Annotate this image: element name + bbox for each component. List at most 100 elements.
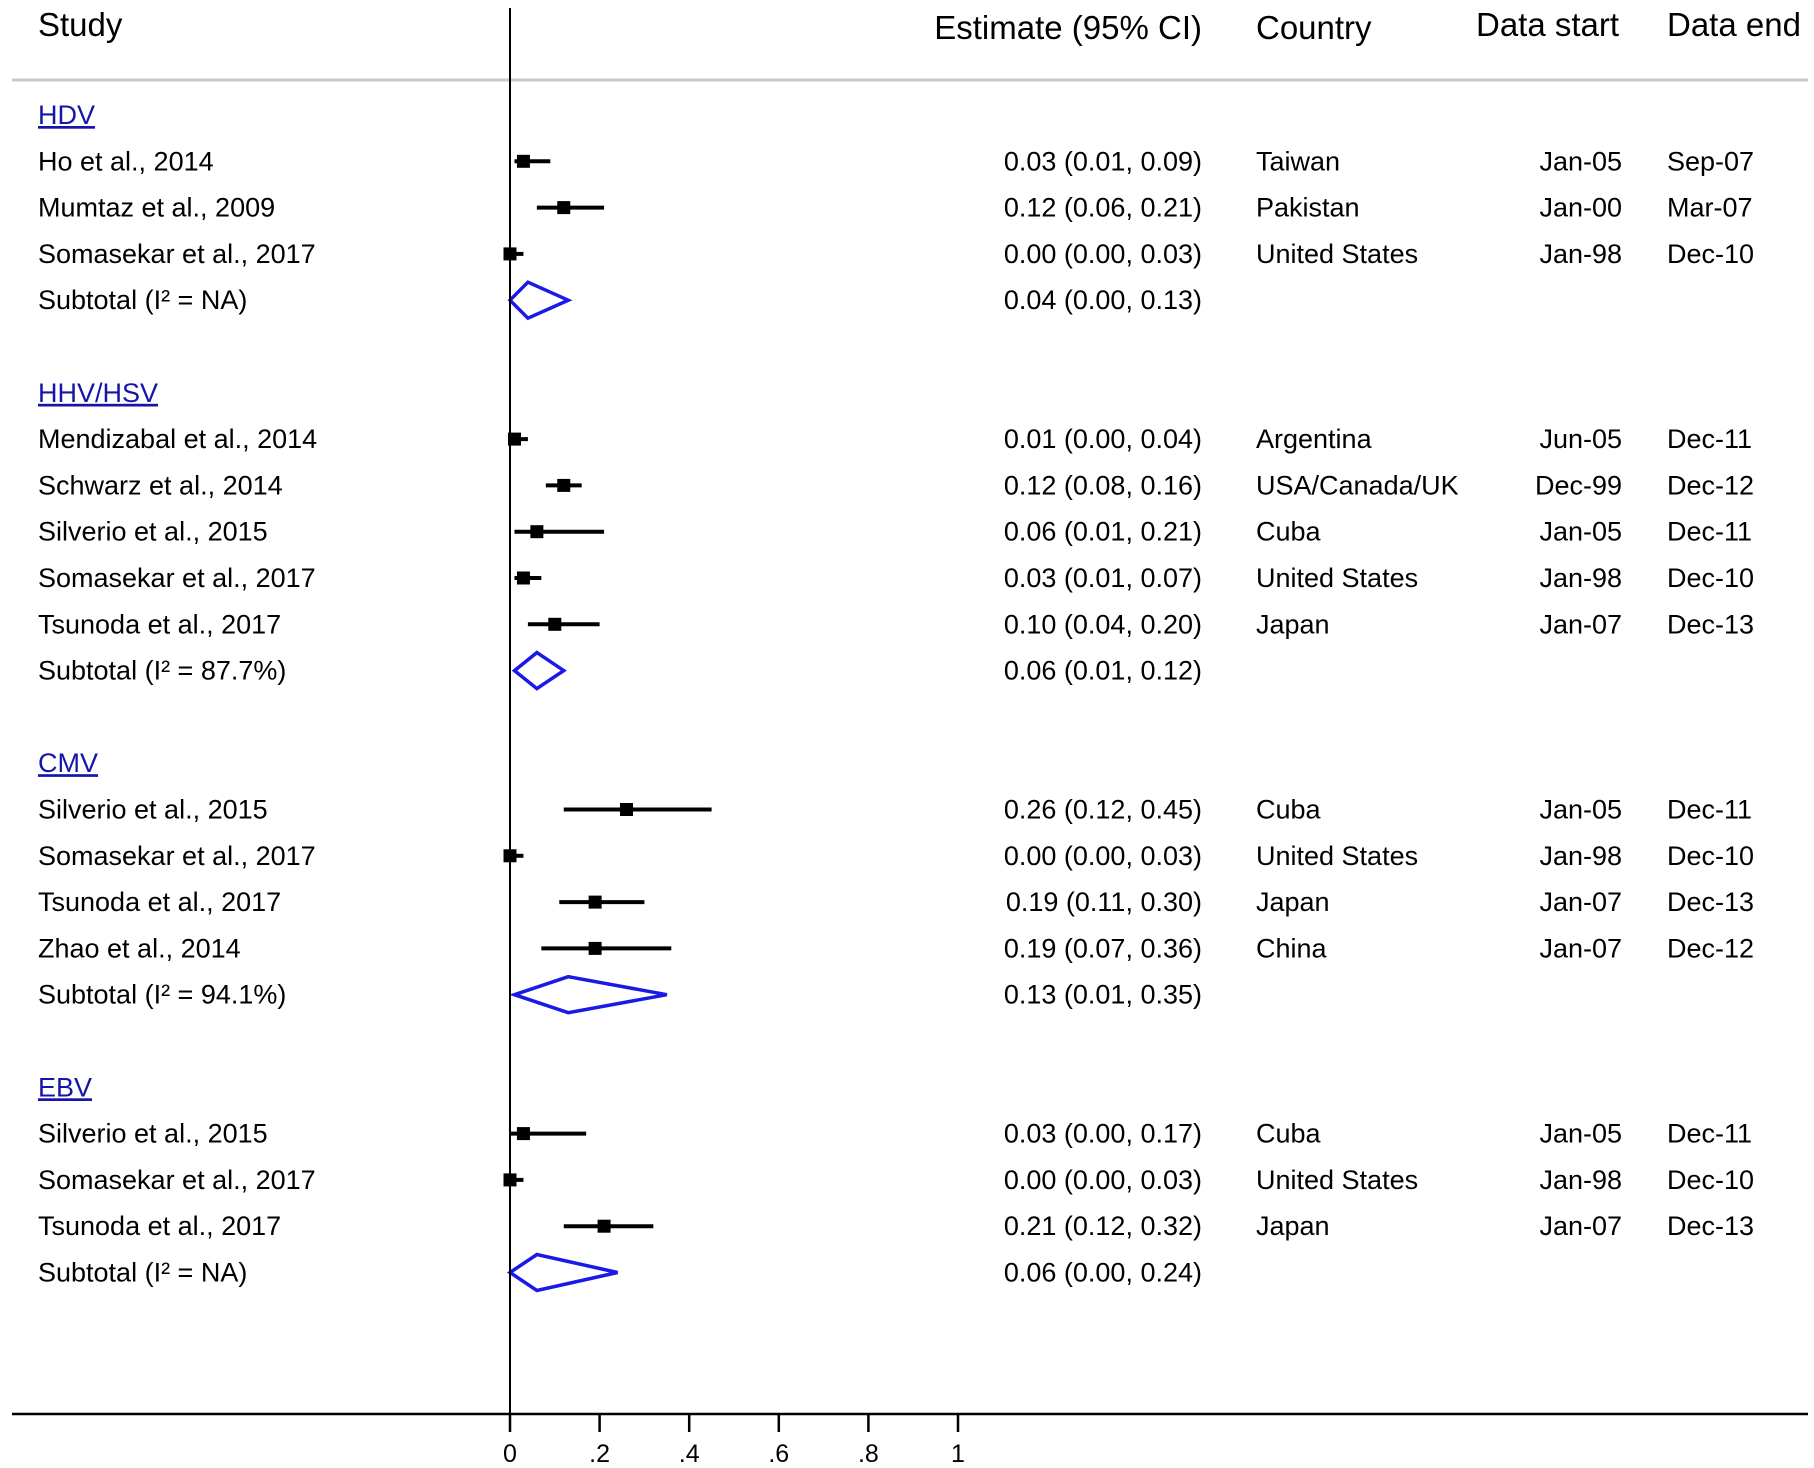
estimate-ci-text: 0.19 (0.11, 0.30) — [1006, 887, 1202, 917]
country-text: Japan — [1256, 609, 1330, 639]
subtotal-diamond — [506, 1252, 618, 1293]
header-data-end: Data end — [1667, 6, 1801, 43]
subtotal-label: Subtotal (I² = NA) — [38, 285, 247, 315]
data-end-text: Dec-11 — [1667, 424, 1752, 454]
study-label: Tsunoda et al., 2017 — [38, 887, 281, 917]
country-text: United States — [1256, 239, 1418, 269]
study-label: Tsunoda et al., 2017 — [38, 1211, 281, 1241]
study-label: Somasekar et al., 2017 — [38, 563, 316, 593]
group-title: EBV — [38, 1072, 92, 1102]
country-text: United States — [1256, 1165, 1418, 1195]
subtotal-estimate-text: 0.06 (0.00, 0.24) — [1004, 1258, 1202, 1288]
country-text: United States — [1256, 841, 1418, 871]
x-tick-label: .8 — [858, 1440, 879, 1468]
subtotal-diamond — [508, 974, 668, 1015]
estimate-ci-text: 0.21 (0.12, 0.32) — [1004, 1211, 1202, 1241]
point-estimate-marker — [516, 1127, 530, 1141]
data-start-text: Jun-05 — [1539, 424, 1622, 454]
estimate-ci-text: 0.00 (0.00, 0.03) — [1004, 1165, 1202, 1195]
estimate-ci-text: 0.10 (0.04, 0.20) — [1004, 609, 1202, 639]
study-label: Silverio et al., 2015 — [38, 517, 268, 547]
country-text: Japan — [1256, 1211, 1330, 1241]
data-end-text: Dec-10 — [1667, 1165, 1754, 1195]
data-end-text: Dec-10 — [1667, 841, 1754, 871]
point-estimate-marker — [557, 201, 571, 215]
country-text: Japan — [1256, 887, 1330, 917]
study-label: Somasekar et al., 2017 — [38, 1165, 316, 1195]
country-text: Argentina — [1256, 424, 1373, 454]
country-text: USA/Canada/UK — [1256, 470, 1459, 500]
point-estimate-marker — [597, 1219, 611, 1233]
country-text: China — [1256, 933, 1328, 963]
point-estimate-marker — [507, 432, 521, 446]
group-title: HDV — [38, 100, 95, 130]
data-end-text: Sep-07 — [1667, 146, 1754, 176]
header-estimate: Estimate (95% CI) — [934, 9, 1202, 46]
data-end-text: Dec-12 — [1667, 470, 1754, 500]
data-end-text: Dec-11 — [1667, 795, 1752, 825]
study-label: Zhao et al., 2014 — [38, 933, 241, 963]
study-label: Mumtaz et al., 2009 — [38, 193, 275, 223]
x-tick-label: .4 — [679, 1440, 700, 1468]
group-title: CMV — [38, 748, 98, 778]
data-end-text: Dec-12 — [1667, 933, 1754, 963]
data-end-text: Dec-13 — [1667, 609, 1754, 639]
estimate-ci-text: 0.03 (0.01, 0.07) — [1004, 563, 1202, 593]
data-end-text: Dec-11 — [1667, 1119, 1752, 1149]
subtotal-label: Subtotal (I² = NA) — [38, 1258, 247, 1288]
estimate-ci-text: 0.00 (0.00, 0.03) — [1004, 841, 1202, 871]
subtotal-diamond — [511, 650, 567, 691]
group-title: HHV/HSV — [38, 378, 158, 408]
country-text: Pakistan — [1256, 193, 1360, 223]
x-axis: 0 .2 .4 .6 .8 1 — [503, 1414, 965, 1468]
study-label: Mendizabal et al., 2014 — [38, 424, 317, 454]
point-estimate-marker — [516, 571, 530, 585]
subtotal-label: Subtotal (I² = 94.1%) — [38, 980, 286, 1010]
data-start-text: Jan-07 — [1539, 887, 1622, 917]
data-start-text: Jan-98 — [1539, 1165, 1622, 1195]
data-start-text: Dec-99 — [1535, 470, 1622, 500]
x-tick-label: 1 — [951, 1440, 965, 1468]
data-end-text: Dec-11 — [1667, 517, 1752, 547]
data-start-text: Jan-98 — [1539, 563, 1622, 593]
point-estimate-marker — [548, 617, 562, 631]
header-country: Country — [1256, 9, 1372, 46]
point-estimate-marker — [516, 154, 530, 168]
country-text: Cuba — [1256, 1119, 1322, 1149]
country-text: Cuba — [1256, 517, 1322, 547]
subtotal-estimate-text: 0.04 (0.00, 0.13) — [1004, 285, 1202, 315]
country-text: Taiwan — [1256, 146, 1340, 176]
data-end-text: Dec-13 — [1667, 887, 1754, 917]
estimate-ci-text: 0.03 (0.01, 0.09) — [1004, 146, 1202, 176]
country-text: United States — [1256, 563, 1418, 593]
rows-layer: HDV Ho et al., 2014 0.03 (0.01, 0.09) Taiwa… — [38, 100, 1754, 1293]
estimate-ci-text: 0.19 (0.07, 0.36) — [1004, 933, 1202, 963]
data-start-text: Jan-98 — [1539, 239, 1622, 269]
point-estimate-marker — [557, 478, 571, 492]
subtotal-label: Subtotal (I² = 87.7%) — [38, 656, 286, 686]
data-end-text: Dec-10 — [1667, 239, 1754, 269]
x-tick-label: .6 — [768, 1440, 789, 1468]
point-estimate-marker — [530, 525, 544, 539]
estimate-ci-text: 0.06 (0.01, 0.21) — [1004, 517, 1202, 547]
data-start-text: Jan-05 — [1539, 1119, 1622, 1149]
study-label: Somasekar et al., 2017 — [38, 239, 316, 269]
estimate-ci-text: 0.12 (0.06, 0.21) — [1004, 193, 1202, 223]
data-start-text: Jan-98 — [1539, 841, 1622, 871]
data-start-text: Jan-07 — [1539, 609, 1622, 639]
data-start-text: Jan-05 — [1539, 795, 1622, 825]
estimate-ci-text: 0.00 (0.00, 0.03) — [1004, 239, 1202, 269]
data-start-text: Jan-05 — [1539, 146, 1622, 176]
study-label: Silverio et al., 2015 — [38, 1119, 268, 1149]
estimate-ci-text: 0.26 (0.12, 0.45) — [1004, 795, 1202, 825]
data-end-text: Mar-07 — [1667, 193, 1753, 223]
data-end-text: Dec-13 — [1667, 1211, 1754, 1241]
data-start-text: Jan-05 — [1539, 517, 1622, 547]
subtotal-estimate-text: 0.06 (0.01, 0.12) — [1004, 656, 1202, 686]
data-start-text: Jan-00 — [1539, 193, 1622, 223]
subtotal-diamond — [507, 280, 573, 321]
study-label: Tsunoda et al., 2017 — [38, 609, 281, 639]
point-estimate-marker — [619, 803, 633, 816]
x-tick-label: .2 — [589, 1440, 610, 1468]
